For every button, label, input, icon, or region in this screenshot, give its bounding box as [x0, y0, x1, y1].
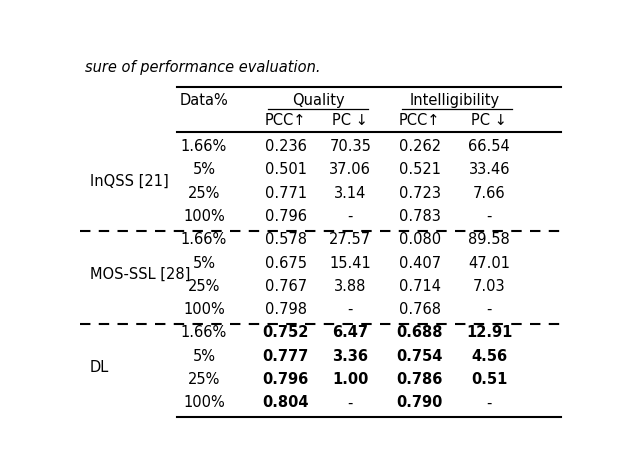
Text: 33.46: 33.46 — [468, 162, 510, 177]
Text: PC ↓: PC ↓ — [332, 113, 368, 128]
Text: 1.66%: 1.66% — [181, 325, 227, 341]
Text: 0.767: 0.767 — [265, 279, 307, 294]
Text: -: - — [348, 209, 353, 224]
Text: InQSS [21]: InQSS [21] — [90, 174, 169, 189]
Text: 0.578: 0.578 — [265, 232, 307, 247]
Text: 0.723: 0.723 — [399, 185, 441, 201]
Text: Intelligibility: Intelligibility — [410, 93, 500, 108]
Text: 5%: 5% — [193, 256, 216, 270]
Text: 0.752: 0.752 — [262, 325, 309, 341]
Text: 0.777: 0.777 — [262, 349, 309, 364]
Text: -: - — [486, 396, 492, 410]
Text: 47.01: 47.01 — [468, 256, 510, 270]
Text: PCC↑: PCC↑ — [399, 113, 440, 128]
Text: 25%: 25% — [188, 372, 220, 387]
Text: PCC↑: PCC↑ — [265, 113, 307, 128]
Text: 1.00: 1.00 — [332, 372, 369, 387]
Text: 3.14: 3.14 — [334, 185, 367, 201]
Text: 0.080: 0.080 — [399, 232, 441, 247]
Text: -: - — [348, 396, 353, 410]
Text: 0.790: 0.790 — [397, 396, 443, 410]
Text: 27.57: 27.57 — [329, 232, 371, 247]
Text: 7.66: 7.66 — [473, 185, 506, 201]
Text: -: - — [486, 302, 492, 317]
Text: 0.407: 0.407 — [399, 256, 441, 270]
Text: 66.54: 66.54 — [468, 139, 510, 154]
Text: 6.47: 6.47 — [332, 325, 369, 341]
Text: 5%: 5% — [193, 349, 216, 364]
Text: 0.771: 0.771 — [265, 185, 307, 201]
Text: 37.06: 37.06 — [330, 162, 371, 177]
Text: MOS-SSL [28]: MOS-SSL [28] — [90, 267, 190, 282]
Text: 4.56: 4.56 — [471, 349, 508, 364]
Text: 0.521: 0.521 — [399, 162, 441, 177]
Text: 1.66%: 1.66% — [181, 232, 227, 247]
Text: 0.796: 0.796 — [265, 209, 307, 224]
Text: 1.66%: 1.66% — [181, 139, 227, 154]
Text: 0.796: 0.796 — [262, 372, 309, 387]
Text: 0.754: 0.754 — [397, 349, 443, 364]
Text: 0.688: 0.688 — [397, 325, 443, 341]
Text: 0.798: 0.798 — [265, 302, 307, 317]
Text: Data%: Data% — [180, 93, 228, 108]
Text: 3.88: 3.88 — [334, 279, 367, 294]
Text: -: - — [486, 209, 492, 224]
Text: -: - — [348, 302, 353, 317]
Text: 15.41: 15.41 — [330, 256, 371, 270]
Text: 0.783: 0.783 — [399, 209, 441, 224]
Text: 0.236: 0.236 — [265, 139, 307, 154]
Text: PC ↓: PC ↓ — [471, 113, 507, 128]
Text: 0.675: 0.675 — [265, 256, 307, 270]
Text: 0.714: 0.714 — [399, 279, 441, 294]
Text: 25%: 25% — [188, 279, 220, 294]
Text: 3.36: 3.36 — [332, 349, 369, 364]
Text: 0.262: 0.262 — [399, 139, 441, 154]
Text: 25%: 25% — [188, 185, 220, 201]
Text: 89.58: 89.58 — [468, 232, 510, 247]
Text: 5%: 5% — [193, 162, 216, 177]
Text: 0.501: 0.501 — [265, 162, 307, 177]
Text: 0.804: 0.804 — [262, 396, 309, 410]
Text: 7.03: 7.03 — [473, 279, 506, 294]
Text: 0.51: 0.51 — [471, 372, 508, 387]
Text: 70.35: 70.35 — [330, 139, 371, 154]
Text: 100%: 100% — [183, 396, 225, 410]
Text: DL: DL — [90, 360, 109, 375]
Text: Quality: Quality — [292, 93, 344, 108]
Text: 0.768: 0.768 — [399, 302, 441, 317]
Text: sure of performance evaluation.: sure of performance evaluation. — [85, 61, 321, 75]
Text: 0.786: 0.786 — [397, 372, 443, 387]
Text: 100%: 100% — [183, 209, 225, 224]
Text: 12.91: 12.91 — [466, 325, 513, 341]
Text: 100%: 100% — [183, 302, 225, 317]
